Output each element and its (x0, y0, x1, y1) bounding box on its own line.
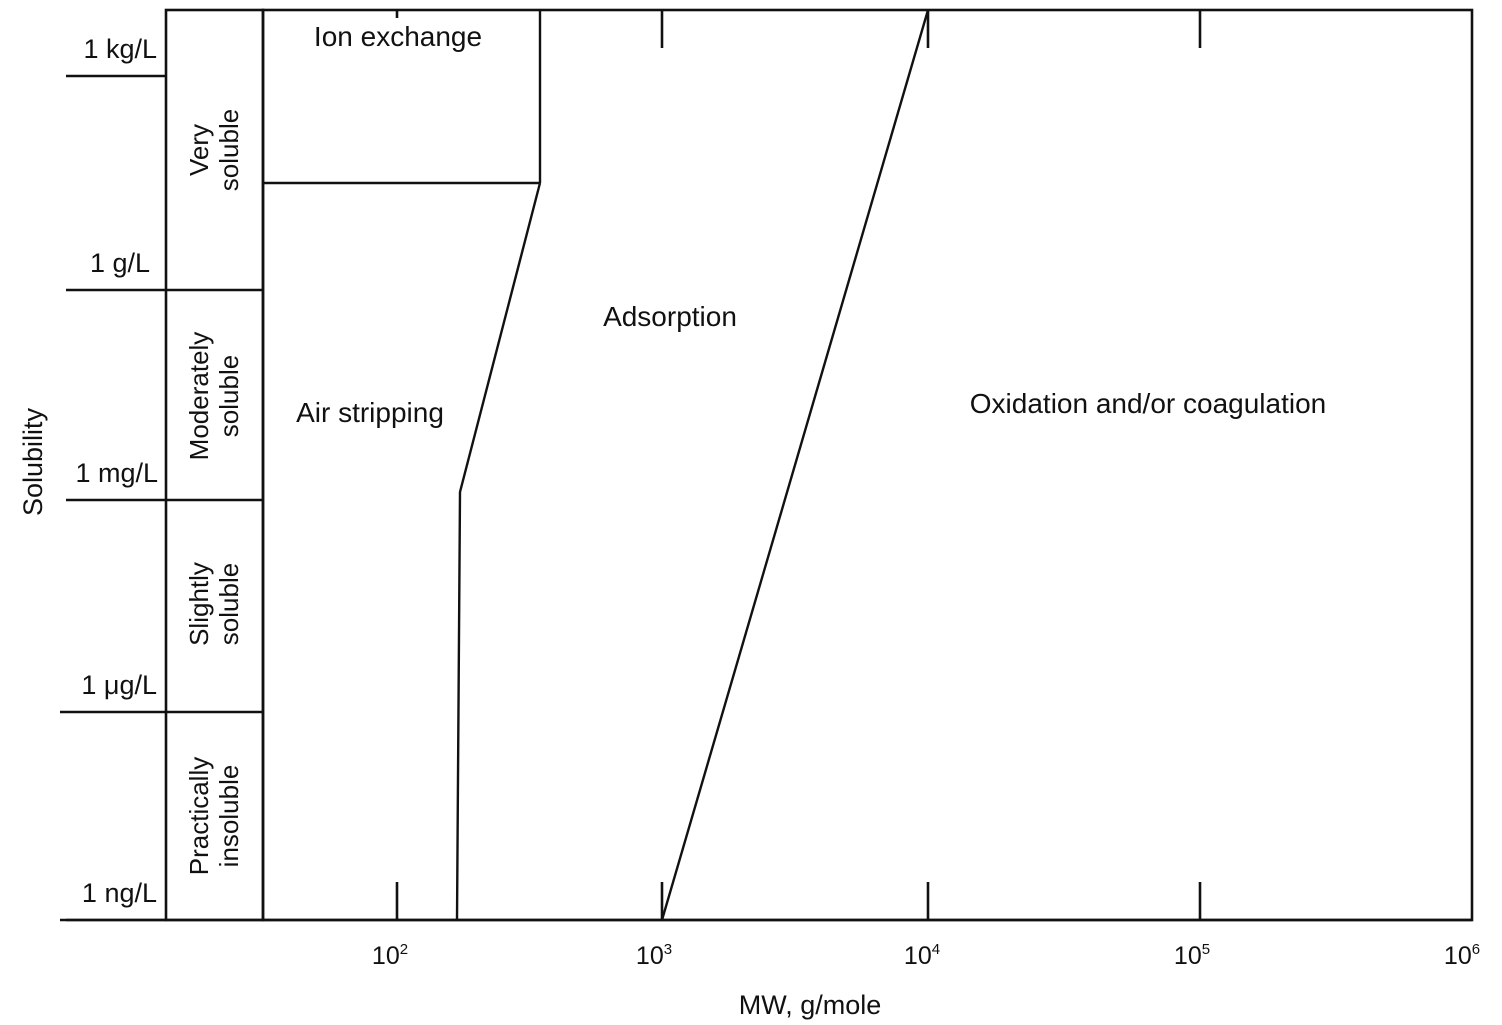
x-tick-label: 103 (636, 941, 672, 970)
class-label-moderately-soluble: Moderately soluble (184, 332, 244, 461)
y-tick-label: 1 kg/L (83, 34, 157, 64)
svg-text:soluble: soluble (214, 109, 244, 191)
region-label-oxidation-coagulation: Oxidation and/or coagulation (970, 388, 1326, 419)
x-tick-label: 106 (1444, 941, 1480, 970)
svg-text:Practically: Practically (184, 757, 214, 875)
plot-frame (261, 8, 1474, 922)
class-label-very-soluble: Very soluble (184, 109, 244, 191)
y-tick-label: 1 μg/L (81, 670, 157, 700)
x-tick-label: 104 (904, 941, 940, 970)
air-stripping-boundary (455, 182, 542, 921)
adsorption-oxidation-boundary (660, 9, 930, 921)
region-label-adsorption: Adsorption (603, 301, 737, 332)
region-label-air-stripping: Air stripping (296, 397, 444, 428)
svg-text:Moderately: Moderately (184, 332, 214, 461)
region-label-ion-exchange: Ion exchange (314, 21, 482, 52)
svg-text:insoluble: insoluble (214, 765, 244, 868)
svg-text:soluble: soluble (214, 355, 244, 437)
x-axis-title: MW, g/mole (739, 990, 882, 1020)
svg-text:Slightly: Slightly (184, 562, 214, 646)
svg-text:Very: Very (184, 124, 214, 176)
class-label-practically-insoluble: Practically insoluble (184, 757, 244, 875)
x-tick-label: 102 (372, 941, 408, 970)
svg-text:soluble: soluble (214, 563, 244, 645)
y-tick-label: 1 mg/L (75, 458, 158, 488)
y-axis-title: Solubility (18, 407, 48, 516)
class-label-slightly-soluble: Slightly soluble (184, 562, 244, 646)
y-tick-label: 1 ng/L (82, 878, 157, 908)
y-tick-label: 1 g/L (90, 248, 150, 278)
x-tick-label: 105 (1174, 941, 1210, 970)
